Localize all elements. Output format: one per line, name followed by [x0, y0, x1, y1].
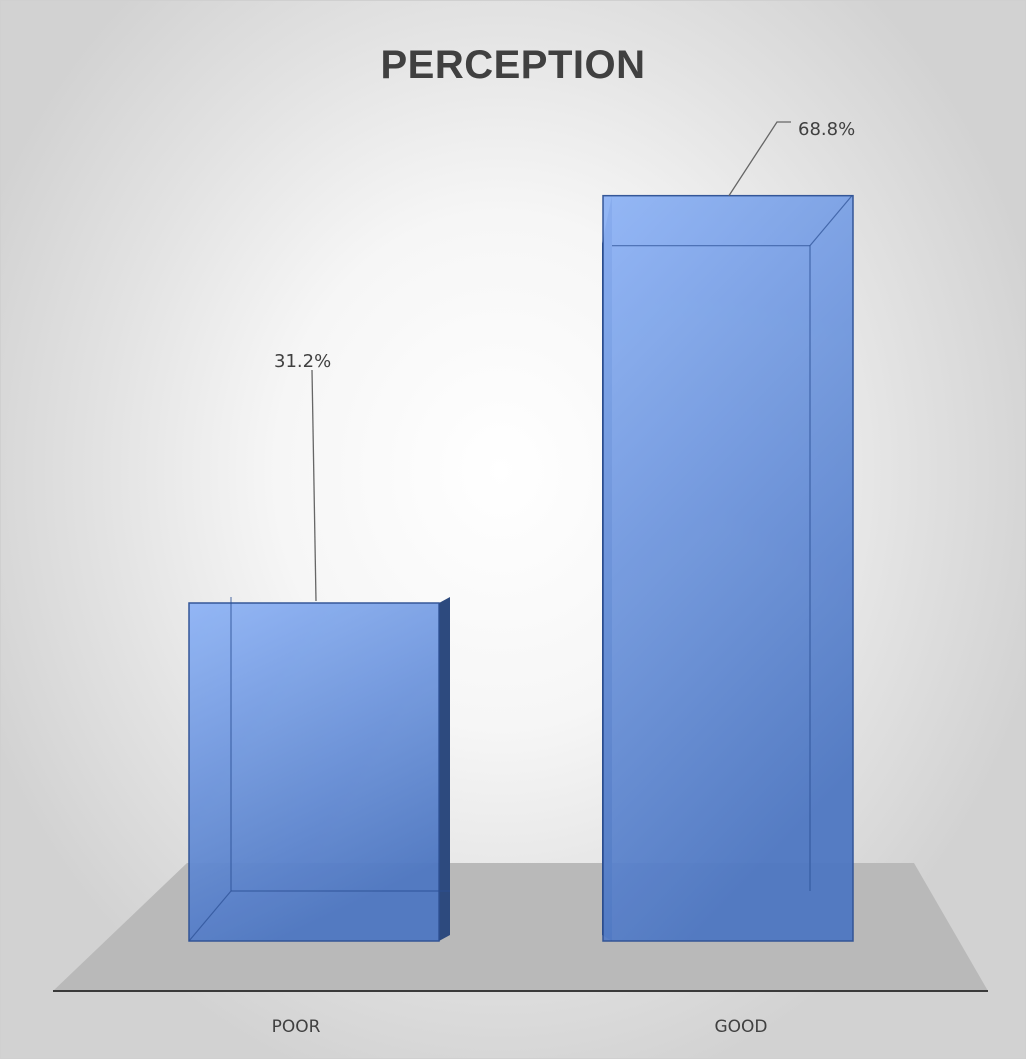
category-label-poor: POOR	[272, 1017, 321, 1037]
data-label-good: 68.8%	[798, 119, 855, 140]
category-label-good: GOOD	[714, 1017, 767, 1037]
bar-poor	[188, 597, 450, 942]
leader-line-good	[728, 121, 791, 197]
bar-poor-side	[439, 597, 450, 941]
leader-line-poor	[311, 369, 317, 602]
chart-title: PERCEPTION	[380, 43, 646, 87]
bar-good-diagonal-edge	[809, 195, 853, 247]
bar-poor-front	[188, 602, 440, 942]
bar-good-front	[602, 194, 854, 942]
data-label-poor: 31.2%	[274, 351, 331, 372]
bar-good	[602, 194, 854, 942]
bar-poor-diagonal-edge	[188, 890, 232, 942]
